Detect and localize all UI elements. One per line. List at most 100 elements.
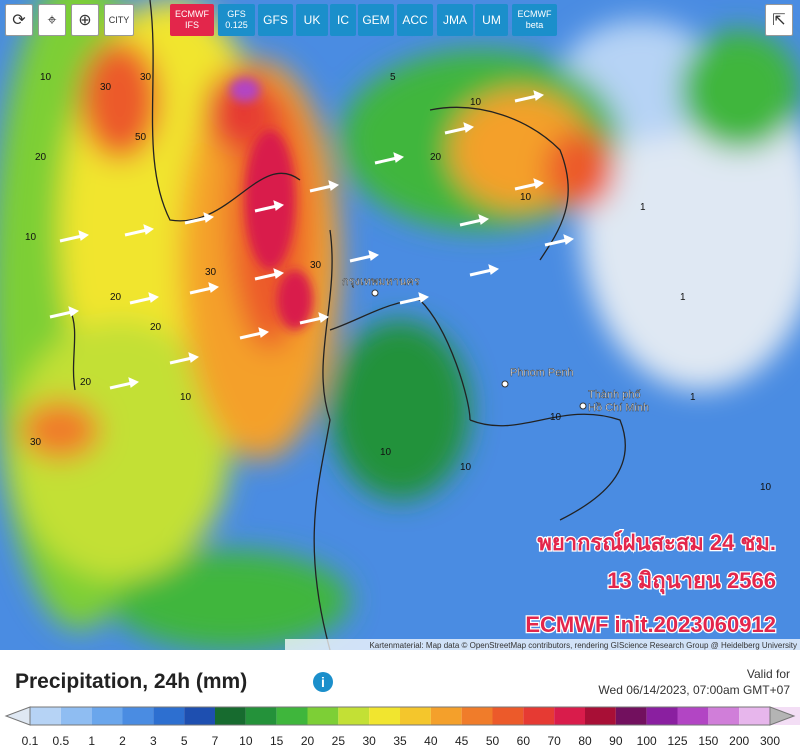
scale-cell xyxy=(91,707,123,725)
attribution: Kartenmaterial: Map data © OpenStreetMap… xyxy=(369,641,797,650)
scale-label: 125 xyxy=(667,734,687,748)
scale-label: 30 xyxy=(362,734,376,748)
wind-arrow xyxy=(239,331,263,340)
wind-arrow xyxy=(299,316,323,325)
model-button[interactable]: IC xyxy=(330,4,356,36)
model-button[interactable]: JMA xyxy=(437,4,473,36)
scale-cell xyxy=(307,707,339,725)
scale-label: 80 xyxy=(578,734,592,748)
refresh-button[interactable]: ⟳ xyxy=(5,4,33,36)
contour-label: 30 xyxy=(140,72,152,83)
wind-arrow-head xyxy=(393,152,405,163)
wind-arrow xyxy=(514,94,538,103)
scale-cell xyxy=(338,707,370,725)
scale-cell xyxy=(245,707,277,725)
wind-arrow xyxy=(129,296,153,305)
city-button[interactable]: CITY xyxy=(104,4,134,36)
scale-cell xyxy=(677,707,709,725)
wind-arrow xyxy=(469,268,493,277)
model-button[interactable]: GFS 0.125 xyxy=(218,4,255,36)
contour-label: 10 xyxy=(180,392,192,403)
scale-cell xyxy=(646,707,678,725)
scale-cell xyxy=(554,707,585,725)
wind-arrow xyxy=(254,204,278,213)
wind-arrow-head xyxy=(463,122,475,133)
zoom-button[interactable]: ⊕ xyxy=(71,4,99,36)
scale-label: 90 xyxy=(609,734,623,748)
contour-label: 20 xyxy=(80,377,92,388)
model-button[interactable]: UM xyxy=(475,4,508,36)
wind-arrow xyxy=(189,286,213,295)
wind-arrow-head xyxy=(258,327,270,338)
wind-arrow xyxy=(309,184,333,193)
city-dot xyxy=(501,380,509,388)
contour-label: 10 xyxy=(460,462,472,473)
model-button[interactable]: UK xyxy=(296,4,328,36)
wind-arrow xyxy=(254,272,278,281)
scale-label: 70 xyxy=(547,734,561,748)
contour-label: 5 xyxy=(390,72,396,83)
scale-cell xyxy=(739,707,770,725)
scale-label: 45 xyxy=(455,734,469,748)
city-dot xyxy=(579,402,587,410)
wind-arrow-head xyxy=(188,352,200,363)
model-button[interactable]: ACC xyxy=(397,4,433,36)
contour-label: 20 xyxy=(35,152,47,163)
wind-arrow-head xyxy=(478,214,490,225)
wind-arrow-head xyxy=(488,264,500,275)
info-icon[interactable] xyxy=(313,672,333,692)
place-label: Phnom Penh xyxy=(510,367,574,379)
wind-arrow-head xyxy=(143,224,155,235)
wind-arrow xyxy=(49,310,73,319)
wind-arrow xyxy=(349,254,373,263)
scale-cell xyxy=(430,707,462,725)
scale-label: 25 xyxy=(332,734,346,748)
wind-arrow xyxy=(459,218,483,227)
scale-cell xyxy=(369,707,400,725)
location-button[interactable]: ⌖ xyxy=(38,4,66,36)
wind-arrow xyxy=(374,156,398,165)
wind-arrow xyxy=(59,234,83,243)
scale-label: 3 xyxy=(150,734,157,748)
contour-label: 10 xyxy=(470,97,482,108)
scale-cell xyxy=(122,707,154,725)
wind-arrow-head xyxy=(533,178,545,189)
model-button[interactable]: ECMWF IFS xyxy=(170,4,214,36)
model-button[interactable]: ECMWF beta xyxy=(512,4,557,36)
scale-label: 100 xyxy=(637,734,657,748)
contour-label: 10 xyxy=(760,482,772,493)
scale-cell xyxy=(461,707,493,725)
contour-label: 30 xyxy=(30,437,42,448)
wind-arrow xyxy=(444,126,468,135)
scale-label: 60 xyxy=(517,734,531,748)
share-button[interactable]: ⇱ xyxy=(765,4,793,36)
legend: Precipitation, 24h (mm) i Valid for Wed … xyxy=(4,667,800,748)
overlay-text: พยากรณ์ฝนสะสม 24 ชม. xyxy=(537,530,776,555)
scale-cell xyxy=(215,707,246,725)
wind-arrow-head xyxy=(208,282,220,293)
model-button[interactable]: GEM xyxy=(358,4,394,36)
model-button[interactable]: GFS xyxy=(258,4,293,36)
place-label: กรุงเทพมหานคร xyxy=(342,276,420,288)
contour-label: 10 xyxy=(40,72,52,83)
scale-cell xyxy=(60,707,92,725)
scale-label: 300 xyxy=(760,734,780,748)
scale-label: 10 xyxy=(239,734,253,748)
wind-arrow xyxy=(184,216,208,225)
map: กรุงเทพมหานคร Phnom Penh Thành phố Hồ Chí M… xyxy=(0,0,800,650)
contour-label: 10 xyxy=(380,447,392,458)
info-i: i xyxy=(321,674,325,690)
scale-cell xyxy=(523,707,555,725)
legend-title: Precipitation, 24h (mm) xyxy=(15,670,247,693)
contour-label: 30 xyxy=(205,267,217,278)
place-label: Thành phố Hồ Chí Minh xyxy=(588,389,649,414)
scale-label: 2 xyxy=(119,734,126,748)
wind-arrow xyxy=(514,182,538,191)
wind-arrow-head xyxy=(368,250,380,261)
wind-arrow xyxy=(399,296,423,305)
contour-label: 30 xyxy=(310,260,322,271)
scale-label: 50 xyxy=(486,734,500,748)
valid-label: Valid for xyxy=(747,667,790,681)
contour-label: 20 xyxy=(110,292,122,303)
wind-arrow xyxy=(544,238,568,247)
